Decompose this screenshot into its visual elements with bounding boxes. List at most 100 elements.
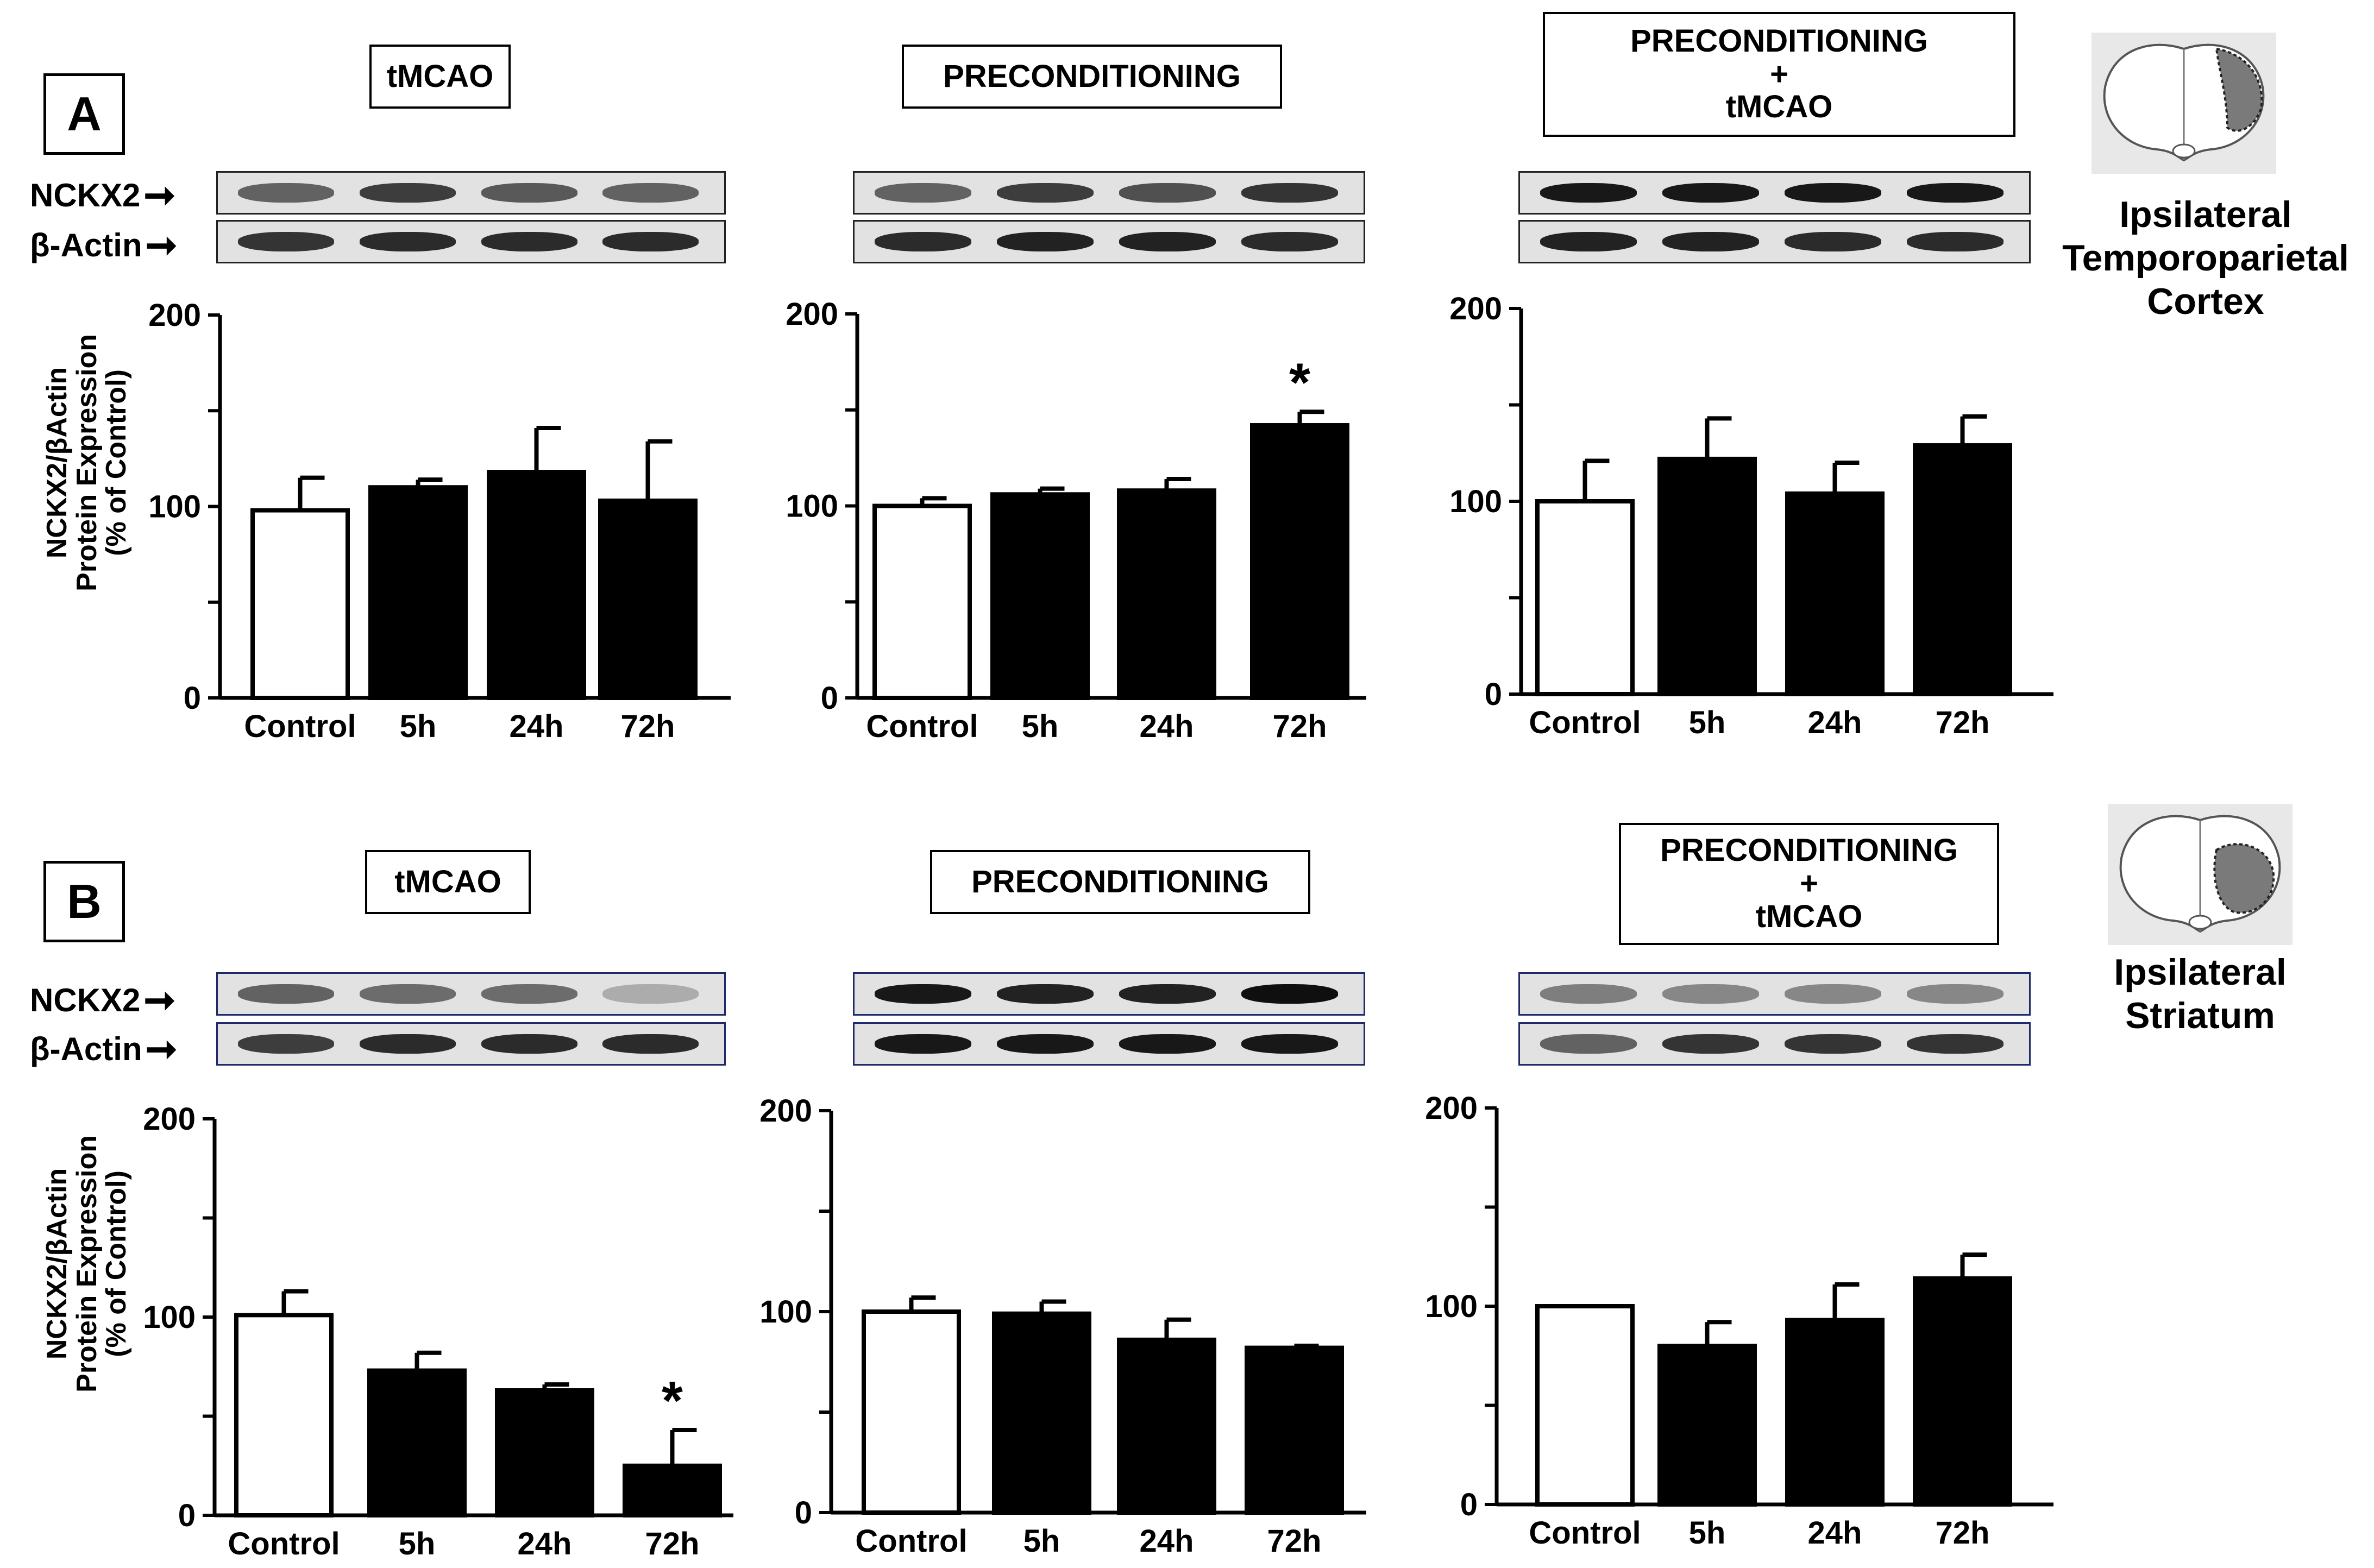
x-tick-label: 5h — [1023, 1523, 1060, 1559]
blot-band — [1662, 1034, 1760, 1054]
x-tick-label: 24h — [518, 1526, 572, 1561]
western-blot-actin-precond-tmcao-b — [1518, 1022, 2031, 1066]
blot-band — [1907, 984, 2004, 1004]
blot-band — [238, 183, 335, 203]
panel-letter-a: A — [43, 73, 125, 155]
blot-band — [1540, 1034, 1637, 1054]
western-blot-nckx2-precond-tmcao-b — [1518, 972, 2031, 1016]
bar-24h — [1117, 488, 1216, 700]
blot-band — [997, 183, 1094, 203]
blot-band — [1907, 1034, 2004, 1054]
bar-5h — [367, 1368, 467, 1518]
y-tick-label: 0 — [1485, 677, 1502, 712]
bar-72h — [623, 1463, 722, 1517]
blot-band — [359, 984, 456, 1004]
condition-label-tmcao-b: tMCAO — [365, 850, 531, 914]
x-tick-label: Control — [228, 1526, 340, 1561]
blot-band — [602, 1034, 699, 1054]
blot-band — [602, 183, 699, 203]
y-tick-label: 100 — [786, 489, 838, 524]
blot-band — [238, 984, 335, 1004]
blot-band — [1540, 183, 1637, 203]
y-tick-label: 200 — [759, 1093, 812, 1129]
y-tick-label: 200 — [786, 297, 838, 332]
condition-label-precond-tmcao-b: PRECONDITIONING + tMCAO — [1619, 823, 1999, 945]
western-blot-actin-precond-b — [853, 1022, 1365, 1066]
y-tick-label: 0 — [1460, 1487, 1478, 1522]
x-tick-label: 24h — [1808, 1515, 1862, 1551]
condition-label-preconditioning-a: PRECONDITIONING — [902, 45, 1282, 109]
western-blot-actin-tmcao-a — [216, 220, 726, 263]
y-tick-label: 100 — [1449, 484, 1502, 519]
blot-band — [1785, 232, 1882, 251]
y-tick-label: 100 — [148, 489, 201, 525]
y-tick-label: 200 — [1449, 291, 1502, 326]
bar-24h — [1785, 1318, 1885, 1507]
x-tick-label: 72h — [1273, 709, 1327, 744]
x-tick-label: Control — [1529, 705, 1641, 740]
blot-band — [1119, 183, 1216, 203]
western-blot-nckx2-tmcao-a — [216, 171, 726, 215]
bar-control — [1535, 499, 1635, 696]
blot-band — [875, 984, 972, 1004]
blot-band — [1662, 232, 1760, 251]
blot-band — [238, 1034, 335, 1054]
blot-row-label-nckx2-b: NCKX2 ➞ — [30, 979, 176, 1021]
panel-letter-b: B — [43, 861, 125, 942]
blot-band — [238, 232, 335, 251]
condition-label-precond-tmcao-a: PRECONDITIONING + tMCAO — [1543, 12, 2015, 137]
y-tick-label: 200 — [143, 1101, 196, 1137]
y-tick-label: 0 — [821, 681, 838, 716]
blot-band — [1119, 1034, 1216, 1054]
x-tick-label: 5h — [399, 1526, 436, 1561]
condition-label-preconditioning-b: PRECONDITIONING — [930, 850, 1310, 914]
blot-row-label-nckx2-a: NCKX2 ➞ — [30, 174, 176, 216]
x-tick-label: Control — [1529, 1515, 1641, 1551]
x-tick-label: Control — [855, 1523, 967, 1559]
x-tick-label: Control — [244, 709, 356, 744]
bar-5h — [992, 1311, 1091, 1515]
blot-band — [1241, 984, 1339, 1004]
bar-72h — [1913, 1276, 2012, 1507]
blot-band — [359, 1034, 456, 1054]
bar-control — [872, 503, 972, 700]
blot-band — [1662, 984, 1760, 1004]
blot-band — [481, 232, 577, 251]
y-tick-label: 0 — [795, 1495, 812, 1531]
x-tick-label: 24h — [1808, 705, 1862, 740]
blot-band — [1785, 984, 1882, 1004]
blot-band — [1119, 984, 1216, 1004]
blot-band — [359, 183, 456, 203]
western-blot-nckx2-precond-tmcao-a — [1518, 171, 2031, 215]
y-tick-label: 200 — [148, 298, 201, 333]
blot-band — [1662, 183, 1760, 203]
western-blot-actin-precond-tmcao-a — [1518, 220, 2031, 263]
region-label-cortex: Ipsilateral Temporoparietal Cortex — [2062, 194, 2349, 323]
blot-band — [481, 984, 577, 1004]
blot-band — [1241, 232, 1339, 251]
region-label-striatum: Ipsilateral Striatum — [2114, 952, 2287, 1037]
western-blot-nckx2-precond-b — [853, 972, 1365, 1016]
western-blot-nckx2-tmcao-b — [216, 972, 726, 1016]
x-tick-label: 5h — [1689, 705, 1726, 740]
y-tick-label: 0 — [178, 1498, 196, 1533]
blot-band — [1241, 183, 1339, 203]
x-tick-label: 72h — [1936, 1515, 1990, 1551]
blot-band — [359, 232, 456, 251]
x-tick-label: 24h — [1140, 709, 1194, 744]
bar-control — [234, 1313, 334, 1518]
blot-band — [1785, 1034, 1882, 1054]
brain-section-striatum-icon — [2108, 804, 2293, 945]
blot-band — [1540, 984, 1637, 1004]
bar-24h — [1117, 1337, 1216, 1515]
x-tick-label: 72h — [1936, 705, 1990, 740]
x-tick-label: 5h — [400, 709, 437, 744]
x-tick-label: 72h — [1267, 1523, 1322, 1559]
blot-band — [481, 183, 577, 203]
bar-72h — [598, 498, 698, 700]
